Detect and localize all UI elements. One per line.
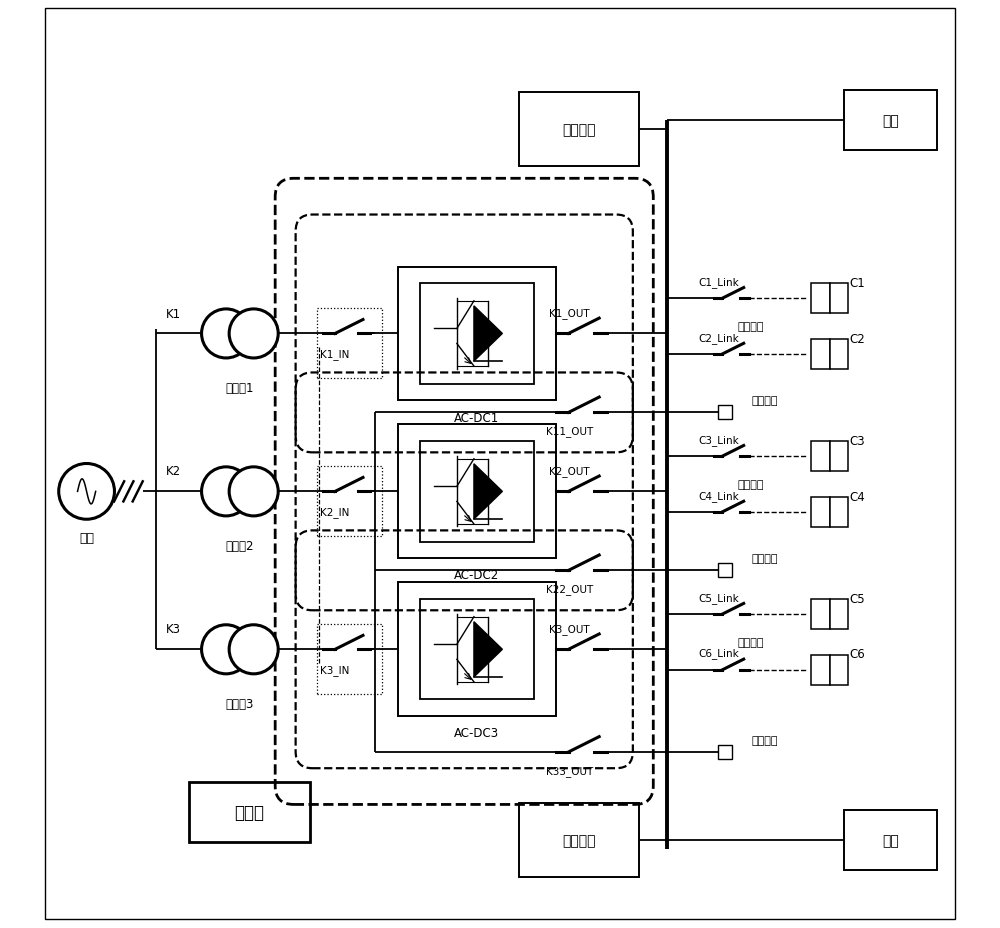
Text: 变压器3: 变压器3 (226, 697, 254, 710)
Circle shape (229, 310, 278, 358)
Text: AC-DC3: AC-DC3 (454, 727, 499, 740)
Text: K11_OUT: K11_OUT (546, 426, 593, 437)
Text: 电网: 电网 (79, 532, 94, 545)
Text: C2_Link: C2_Link (698, 332, 739, 343)
Text: C1: C1 (850, 277, 866, 290)
Text: 光伏发电: 光伏发电 (562, 832, 596, 847)
Bar (398, 583, 556, 716)
Text: C5: C5 (850, 592, 865, 605)
Bar (830, 442, 848, 471)
Bar (420, 442, 534, 542)
Bar (811, 497, 830, 527)
Text: C4: C4 (850, 490, 866, 503)
Text: K2_IN: K2_IN (320, 507, 349, 518)
Text: AC-DC1: AC-DC1 (454, 411, 499, 424)
Text: 直流充电: 直流充电 (738, 480, 764, 489)
Text: 直流充电: 直流充电 (738, 638, 764, 647)
Bar (420, 284, 534, 384)
Bar (830, 284, 848, 314)
Text: 交流供电: 交流供电 (752, 735, 778, 745)
Bar (317, 625, 382, 694)
Text: K3_OUT: K3_OUT (549, 624, 590, 635)
Bar (830, 340, 848, 369)
Text: 储能: 储能 (882, 113, 899, 128)
Text: K22_OUT: K22_OUT (546, 584, 593, 595)
Text: C2: C2 (850, 332, 866, 345)
Bar (317, 467, 382, 536)
Text: K2_OUT: K2_OUT (549, 466, 590, 477)
Text: K2: K2 (166, 465, 181, 478)
Bar (830, 655, 848, 685)
Text: 储能: 储能 (882, 832, 899, 847)
Text: 交流供电: 交流供电 (752, 396, 778, 406)
Text: C1_Link: C1_Link (698, 277, 739, 288)
Bar (398, 425, 556, 559)
Bar (811, 340, 830, 369)
Circle shape (59, 464, 114, 520)
Bar (718, 564, 732, 577)
Bar (830, 497, 848, 527)
Circle shape (229, 468, 278, 516)
Bar (398, 267, 556, 401)
Circle shape (202, 468, 251, 516)
Text: C3: C3 (850, 434, 865, 447)
Bar (420, 599, 534, 700)
Bar (811, 442, 830, 471)
Text: C6_Link: C6_Link (698, 648, 739, 659)
Text: 交流供电: 交流供电 (752, 554, 778, 563)
Bar (830, 599, 848, 629)
Text: C3_Link: C3_Link (698, 434, 739, 445)
Text: 变压器1: 变压器1 (226, 381, 254, 394)
Polygon shape (474, 464, 502, 520)
Text: K3_IN: K3_IN (320, 664, 349, 676)
Text: C6: C6 (850, 648, 866, 661)
Circle shape (202, 625, 251, 674)
Text: AC-DC2: AC-DC2 (454, 569, 499, 582)
Polygon shape (474, 306, 502, 362)
Bar (718, 745, 732, 759)
Text: K33_OUT: K33_OUT (546, 766, 593, 776)
Text: 直流充电: 直流充电 (738, 322, 764, 331)
Bar (844, 91, 937, 150)
Text: 控制器: 控制器 (234, 803, 264, 821)
Text: C5_Link: C5_Link (698, 592, 739, 603)
Bar (718, 406, 732, 419)
Bar (811, 655, 830, 685)
Bar (844, 809, 937, 870)
Text: C4_Link: C4_Link (698, 490, 739, 501)
Circle shape (229, 625, 278, 674)
Bar (519, 93, 639, 167)
Text: 光伏发电: 光伏发电 (562, 122, 596, 137)
Text: K1_IN: K1_IN (320, 349, 349, 360)
Bar (811, 284, 830, 314)
Text: K1: K1 (166, 307, 181, 320)
Text: K3: K3 (166, 623, 181, 636)
Text: K1_OUT: K1_OUT (549, 308, 590, 319)
Text: 变压器2: 变压器2 (226, 539, 254, 552)
Bar (811, 599, 830, 629)
Circle shape (202, 310, 251, 358)
Polygon shape (474, 622, 502, 677)
Bar (317, 309, 382, 379)
Bar (189, 781, 310, 843)
Bar (519, 803, 639, 877)
